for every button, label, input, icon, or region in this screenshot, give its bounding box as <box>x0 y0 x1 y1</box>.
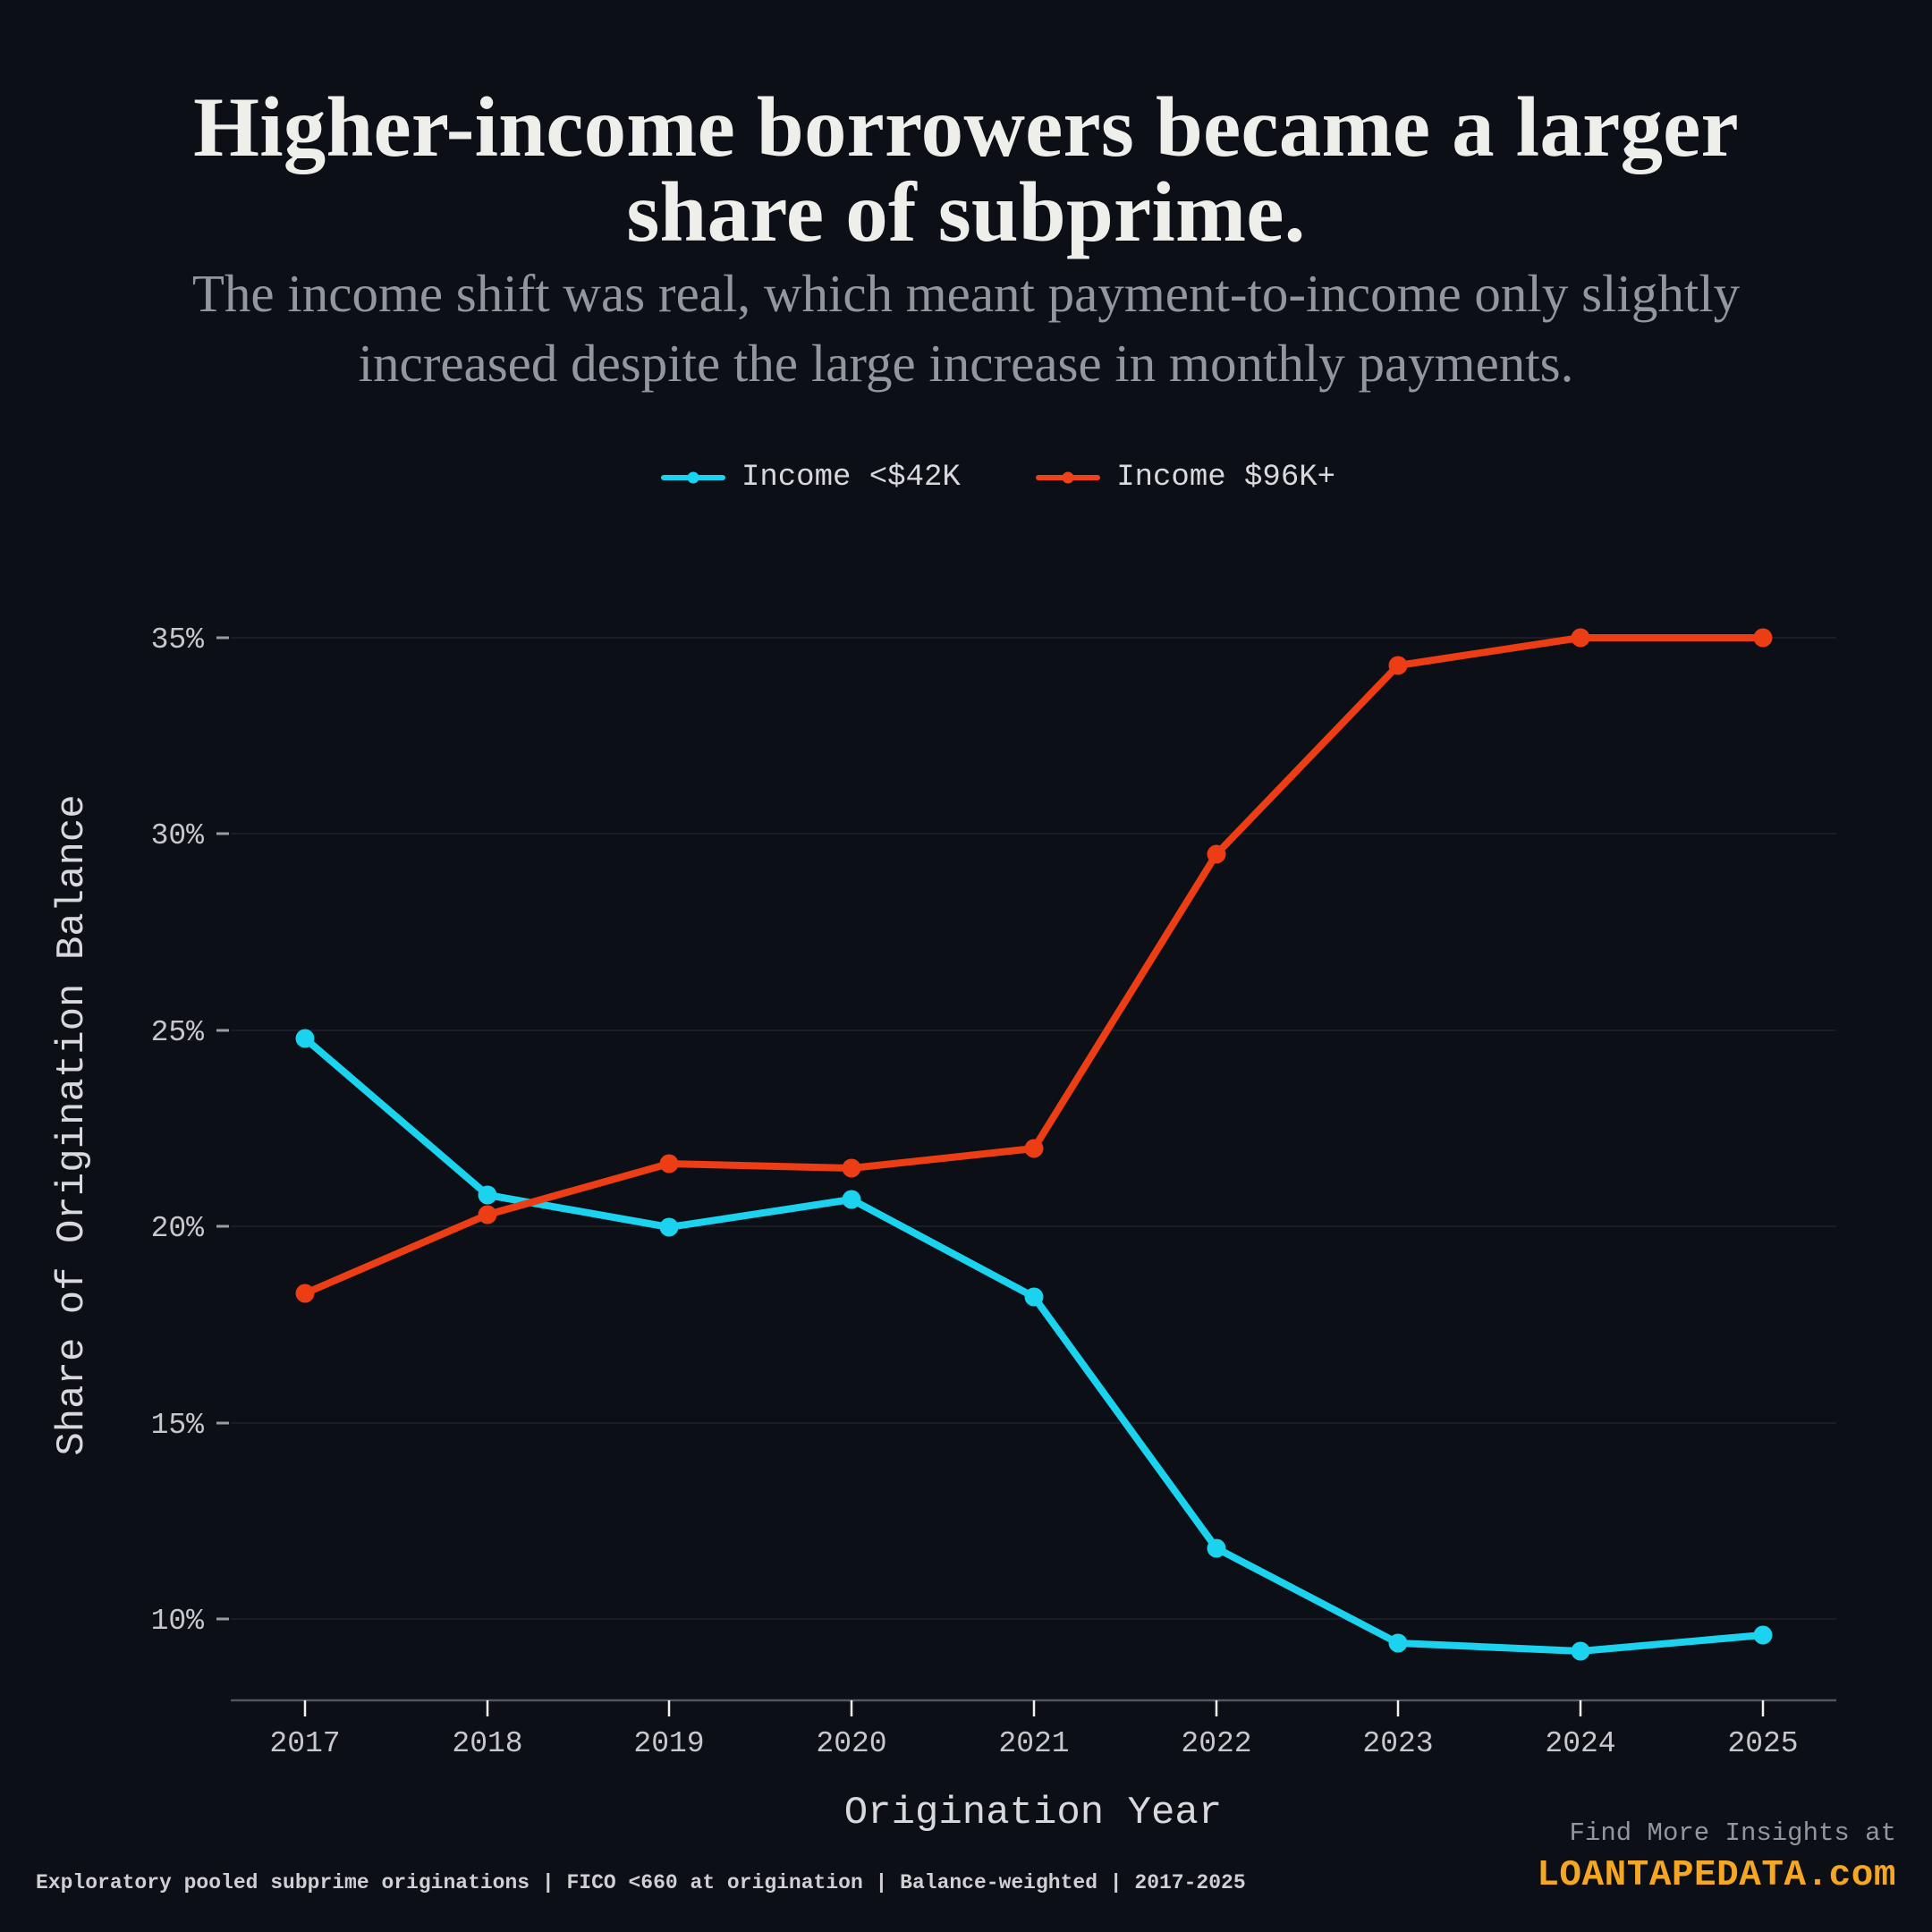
svg-text:2020: 2020 <box>816 1727 886 1760</box>
svg-text:2022: 2022 <box>1181 1727 1251 1760</box>
svg-text:2023: 2023 <box>1362 1727 1433 1760</box>
svg-text:2021: 2021 <box>998 1727 1069 1760</box>
svg-text:15%: 15% <box>151 1409 205 1442</box>
svg-text:2019: 2019 <box>633 1727 704 1760</box>
svg-text:20%: 20% <box>151 1212 205 1245</box>
svg-text:30%: 30% <box>151 819 205 852</box>
svg-text:25%: 25% <box>151 1016 205 1049</box>
svg-text:35%: 35% <box>151 623 205 657</box>
svg-text:2024: 2024 <box>1545 1727 1615 1760</box>
svg-text:2017: 2017 <box>269 1727 340 1760</box>
svg-text:2025: 2025 <box>1727 1727 1798 1760</box>
svg-text:10%: 10% <box>151 1605 205 1638</box>
svg-text:2018: 2018 <box>452 1727 522 1760</box>
svg-text:Origination Year: Origination Year <box>844 1791 1222 1835</box>
svg-text:Share of Origination Balance: Share of Origination Balance <box>50 794 95 1455</box>
